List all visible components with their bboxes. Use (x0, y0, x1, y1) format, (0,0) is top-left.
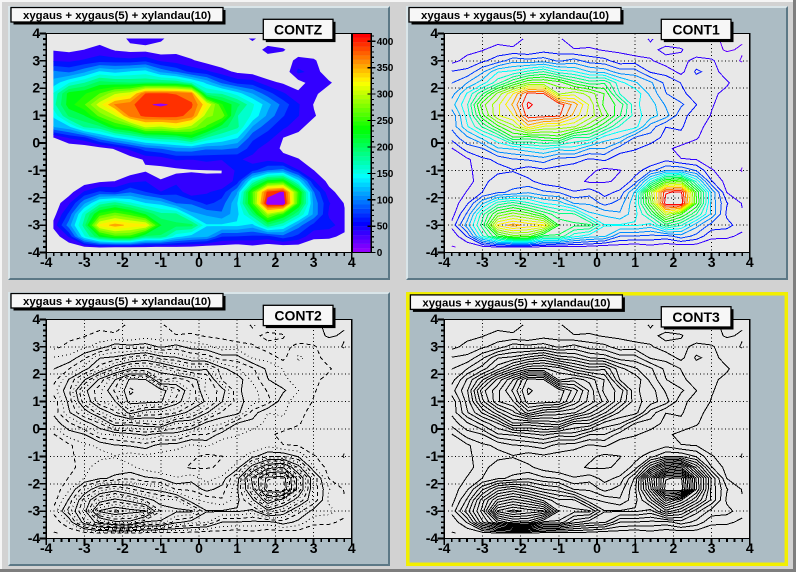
svg-text:4: 4 (32, 25, 40, 41)
svg-text:1: 1 (631, 254, 639, 270)
svg-text:1: 1 (631, 540, 639, 556)
svg-text:4: 4 (746, 254, 754, 270)
svg-text:-2: -2 (426, 475, 439, 491)
svg-text:4: 4 (348, 540, 356, 556)
svg-text:xygaus + xygaus(5) + xylandau(: xygaus + xygaus(5) + xylandau(10) (421, 10, 609, 22)
svg-text:-3: -3 (426, 503, 439, 519)
svg-text:-4: -4 (28, 530, 41, 546)
svg-text:100: 100 (377, 195, 394, 206)
svg-text:150: 150 (377, 169, 394, 180)
svg-text:200: 200 (377, 143, 394, 154)
svg-text:3: 3 (310, 254, 318, 270)
svg-text:3: 3 (430, 52, 438, 68)
svg-text:1: 1 (430, 393, 438, 409)
svg-text:1: 1 (233, 254, 241, 270)
svg-text:-4: -4 (438, 254, 451, 270)
svg-text:-2: -2 (28, 189, 41, 205)
svg-text:-3: -3 (426, 217, 439, 233)
svg-text:1: 1 (233, 540, 241, 556)
svg-text:CONTZ: CONTZ (274, 22, 323, 38)
svg-text:0: 0 (593, 540, 601, 556)
svg-text:2: 2 (272, 254, 280, 270)
svg-text:3: 3 (708, 540, 716, 556)
svg-text:0: 0 (32, 135, 40, 151)
svg-text:1: 1 (430, 107, 438, 123)
svg-text:-1: -1 (426, 448, 439, 464)
svg-text:3: 3 (430, 338, 438, 354)
svg-text:2: 2 (32, 80, 40, 96)
svg-text:-1: -1 (28, 448, 41, 464)
svg-text:0: 0 (430, 135, 438, 151)
svg-text:CONT3: CONT3 (672, 309, 720, 325)
svg-text:-4: -4 (426, 530, 439, 546)
svg-text:0: 0 (195, 540, 203, 556)
svg-text:4: 4 (348, 254, 356, 270)
svg-text:-4: -4 (438, 540, 451, 556)
svg-text:-2: -2 (514, 254, 527, 270)
svg-text:3: 3 (310, 540, 318, 556)
svg-text:0: 0 (593, 254, 601, 270)
svg-text:4: 4 (430, 311, 438, 327)
svg-text:-1: -1 (155, 254, 168, 270)
svg-text:400: 400 (377, 37, 394, 48)
svg-text:1: 1 (32, 107, 40, 123)
svg-text:-4: -4 (426, 244, 439, 260)
svg-text:4: 4 (746, 540, 754, 556)
svg-text:2: 2 (670, 540, 678, 556)
svg-text:3: 3 (32, 338, 40, 354)
svg-text:-3: -3 (28, 217, 41, 233)
svg-text:250: 250 (377, 116, 394, 127)
svg-text:-4: -4 (28, 244, 41, 260)
svg-text:-3: -3 (78, 254, 91, 270)
svg-text:-2: -2 (116, 254, 129, 270)
svg-text:0: 0 (32, 421, 40, 437)
svg-text:-2: -2 (514, 540, 527, 556)
svg-text:-1: -1 (426, 162, 439, 178)
svg-text:-2: -2 (426, 189, 439, 205)
svg-text:-4: -4 (40, 254, 53, 270)
svg-text:2: 2 (32, 366, 40, 382)
svg-text:-3: -3 (476, 254, 489, 270)
svg-text:350: 350 (377, 63, 394, 74)
svg-text:2: 2 (670, 254, 678, 270)
svg-text:-2: -2 (116, 540, 129, 556)
svg-text:-1: -1 (553, 540, 566, 556)
svg-text:2: 2 (430, 80, 438, 96)
svg-text:-3: -3 (28, 503, 41, 519)
svg-text:4: 4 (32, 311, 40, 327)
svg-text:2: 2 (272, 540, 280, 556)
svg-text:CONT1: CONT1 (672, 22, 720, 38)
svg-text:4: 4 (430, 25, 438, 41)
svg-text:xygaus + xygaus(5) + xylandau(: xygaus + xygaus(5) + xylandau(10) (422, 297, 610, 309)
svg-text:0: 0 (430, 421, 438, 437)
svg-text:xygaus + xygaus(5) + xylandau(: xygaus + xygaus(5) + xylandau(10) (23, 296, 211, 308)
svg-text:3: 3 (708, 254, 716, 270)
svg-text:-3: -3 (78, 540, 91, 556)
svg-text:3: 3 (32, 52, 40, 68)
svg-text:50: 50 (377, 222, 389, 233)
svg-text:-2: -2 (28, 475, 41, 491)
svg-text:1: 1 (32, 393, 40, 409)
svg-text:2: 2 (430, 366, 438, 382)
svg-text:-1: -1 (553, 254, 566, 270)
svg-text:-1: -1 (28, 162, 41, 178)
svg-text:xygaus + xygaus(5) + xylandau(: xygaus + xygaus(5) + xylandau(10) (23, 10, 211, 22)
svg-text:-1: -1 (155, 540, 168, 556)
svg-text:300: 300 (377, 90, 394, 101)
svg-text:-4: -4 (40, 540, 53, 556)
svg-text:-3: -3 (476, 540, 489, 556)
svg-text:0: 0 (377, 248, 383, 259)
svg-text:CONT2: CONT2 (274, 308, 322, 324)
svg-text:0: 0 (195, 254, 203, 270)
